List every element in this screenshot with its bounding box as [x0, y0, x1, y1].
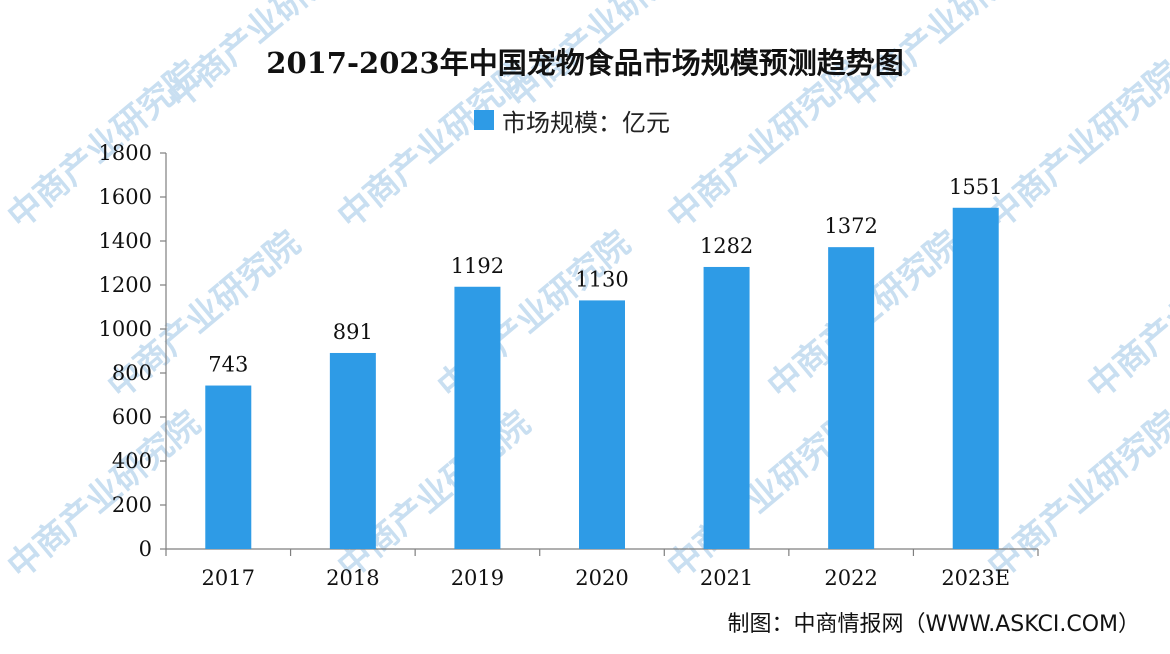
y-tick-label: 1000: [99, 317, 152, 341]
y-tick-label: 1200: [99, 273, 152, 297]
legend-swatch: [474, 110, 494, 130]
legend: 市场规模：亿元: [474, 104, 670, 137]
x-tick-label: 2019: [451, 566, 504, 590]
data-label: 1551: [949, 175, 1002, 199]
y-tick-label: 600: [112, 405, 152, 429]
data-label: 1192: [451, 254, 504, 278]
x-tick-label: 2020: [575, 566, 628, 590]
source-note: 制图：中商情报网（WWW.ASKCI.COM）: [727, 612, 1140, 637]
bar: [454, 286, 501, 549]
bar: [329, 352, 376, 549]
x-tick-label: 2022: [824, 566, 877, 590]
x-tick-label: 2018: [326, 566, 379, 590]
chart-title: 2017-2023年中国宠物食品市场规模预测趋势图: [266, 46, 904, 80]
bar: [828, 247, 875, 549]
y-tick-label: 800: [112, 361, 152, 385]
data-label: 1282: [700, 234, 753, 258]
y-tick-label: 1800: [99, 141, 152, 165]
y-tick-label: 1600: [99, 185, 152, 209]
bar: [579, 300, 625, 549]
bar: [952, 207, 999, 549]
data-label: 1372: [824, 214, 877, 238]
x-tick-label: 2017: [202, 566, 255, 590]
data-label: 891: [333, 320, 373, 344]
data-label: 1130: [575, 267, 628, 291]
y-tick-label: 0: [139, 537, 152, 561]
x-tick-label: 2023E: [941, 566, 1010, 590]
x-tick-label: 2021: [700, 566, 753, 590]
y-tick-label: 200: [112, 493, 152, 517]
y-tick-label: 1400: [99, 229, 152, 253]
bar: [205, 385, 252, 549]
legend-label: 市场规模：亿元: [502, 108, 670, 137]
data-label: 743: [208, 353, 248, 377]
bar: [703, 266, 750, 549]
y-tick-label: 400: [112, 449, 152, 473]
